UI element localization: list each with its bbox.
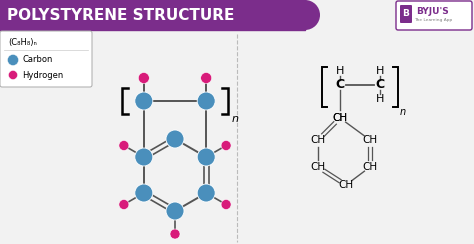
Text: n: n	[400, 107, 406, 117]
Circle shape	[8, 54, 18, 65]
Text: BYJU'S: BYJU'S	[417, 8, 449, 17]
Circle shape	[119, 141, 129, 151]
Text: CH: CH	[363, 162, 378, 172]
Circle shape	[135, 184, 153, 202]
Text: CH: CH	[310, 135, 326, 145]
Text: The Learning App: The Learning App	[414, 18, 452, 22]
Circle shape	[170, 229, 180, 239]
Text: Carbon: Carbon	[22, 55, 52, 64]
Circle shape	[221, 141, 231, 151]
Text: C: C	[375, 79, 384, 92]
Circle shape	[197, 148, 215, 166]
Circle shape	[9, 71, 18, 80]
Wedge shape	[305, 0, 320, 30]
Circle shape	[135, 148, 153, 166]
Circle shape	[201, 72, 212, 83]
Text: H: H	[376, 66, 384, 76]
Text: CH: CH	[310, 162, 326, 172]
FancyBboxPatch shape	[400, 5, 412, 23]
FancyBboxPatch shape	[0, 31, 92, 87]
Circle shape	[138, 72, 149, 83]
Circle shape	[119, 200, 129, 210]
Text: CH: CH	[332, 113, 347, 123]
Text: (C₈H₈)ₙ: (C₈H₈)ₙ	[8, 39, 37, 48]
Text: H: H	[376, 94, 384, 104]
Text: CH: CH	[332, 113, 347, 123]
Circle shape	[197, 92, 215, 110]
Text: Hydrogen: Hydrogen	[22, 71, 63, 80]
Text: POLYSTYRENE STRUCTURE: POLYSTYRENE STRUCTURE	[7, 8, 234, 22]
Circle shape	[197, 184, 215, 202]
Text: n: n	[231, 114, 238, 124]
Text: CH: CH	[338, 180, 354, 190]
Circle shape	[166, 202, 184, 220]
Text: CH: CH	[363, 135, 378, 145]
Circle shape	[166, 130, 184, 148]
Text: C: C	[336, 79, 345, 92]
Text: H: H	[336, 66, 344, 76]
FancyBboxPatch shape	[396, 1, 472, 30]
Circle shape	[135, 92, 153, 110]
Circle shape	[221, 200, 231, 210]
Text: B: B	[402, 10, 410, 19]
